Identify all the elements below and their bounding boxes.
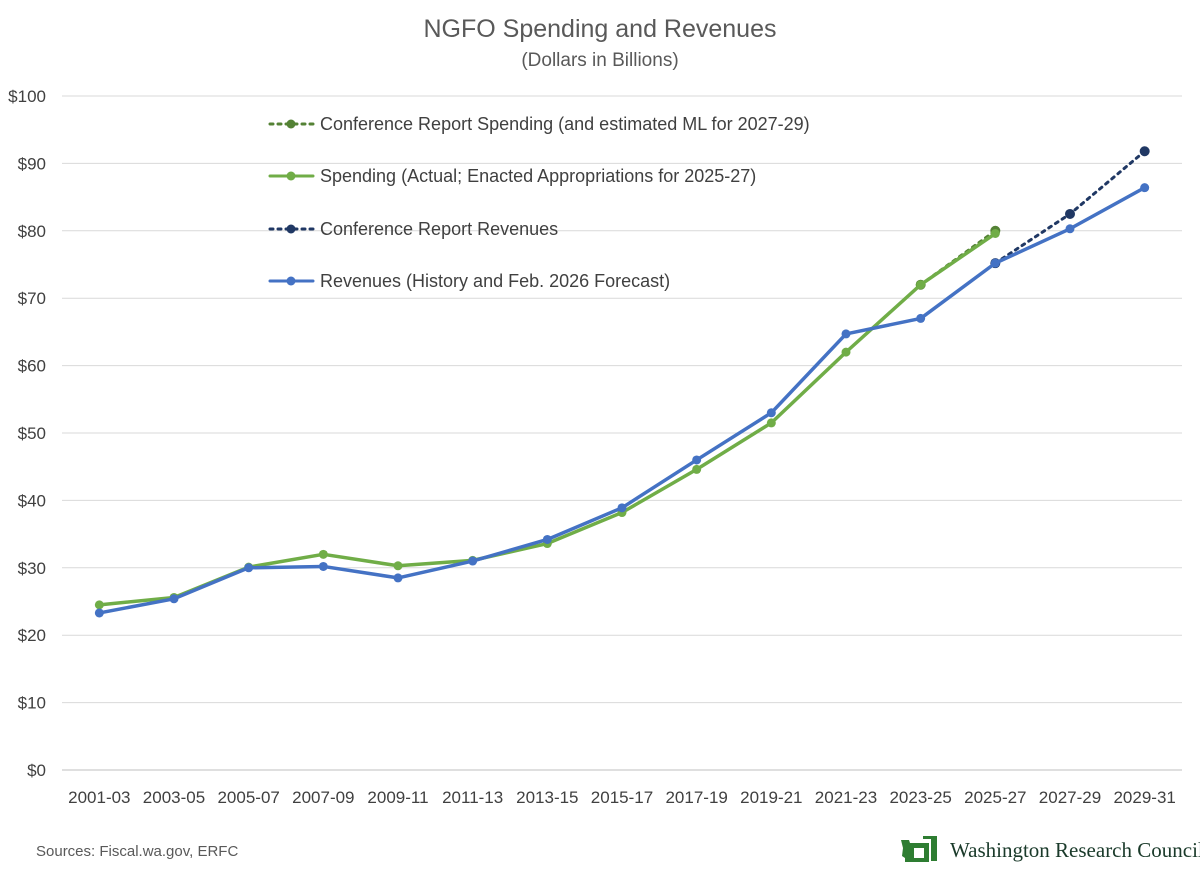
legend-item: Revenues (History and Feb. 2026 Forecast… xyxy=(268,271,670,291)
x-tick-label: 2017-19 xyxy=(665,788,727,807)
data-point xyxy=(617,503,627,513)
data-point xyxy=(318,561,328,571)
washington-state-logo-icon xyxy=(901,836,937,862)
series-2 xyxy=(990,146,1150,269)
data-point xyxy=(1139,146,1150,157)
data-point xyxy=(916,280,926,290)
data-point xyxy=(766,418,776,428)
y-tick-label: $90 xyxy=(18,154,46,173)
data-point xyxy=(990,228,1000,238)
legend-item: Conference Report Spending (and estimate… xyxy=(268,114,810,134)
legend-label: Spending (Actual; Enacted Appropriations… xyxy=(320,166,756,186)
data-point xyxy=(766,408,776,418)
x-tick-label: 2003-05 xyxy=(143,788,205,807)
data-point xyxy=(916,313,926,323)
data-point xyxy=(244,563,254,573)
data-point xyxy=(318,549,328,559)
data-point xyxy=(542,534,552,544)
x-tick-label: 2009-11 xyxy=(367,788,428,807)
x-tick-label: 2001-03 xyxy=(68,788,130,807)
x-tick-label: 2029-31 xyxy=(1113,788,1175,807)
chart-title: NGFO Spending and Revenues xyxy=(424,15,777,43)
logo-text: Washington Research Council xyxy=(950,837,1200,862)
legend-swatch-marker xyxy=(286,119,296,129)
y-tick-label: $100 xyxy=(8,87,46,106)
x-tick-label: 2013-15 xyxy=(516,788,578,807)
data-point xyxy=(94,608,104,618)
y-tick-label: $70 xyxy=(18,289,46,308)
data-point xyxy=(393,561,403,571)
x-tick-label: 2025-27 xyxy=(964,788,1026,807)
x-tick-label: 2015-17 xyxy=(591,788,653,807)
y-tick-label: $0 xyxy=(27,761,46,780)
x-axis: 2001-03 2003-05 2005-07 2007-09 2009-11 2011-… xyxy=(68,788,1176,807)
legend-label: Conference Report Revenues xyxy=(320,219,558,239)
data-point xyxy=(1140,183,1150,193)
y-tick-label: $20 xyxy=(18,626,46,645)
x-tick-label: 2023-25 xyxy=(889,788,951,807)
data-point xyxy=(1065,208,1075,219)
data-point xyxy=(94,600,104,610)
chart: NGFO Spending and Revenues (Dollars in B… xyxy=(8,15,1182,807)
x-tick-label: 2027-29 xyxy=(1039,788,1101,807)
source-note: Sources: Fiscal.wa.gov, ERFC xyxy=(36,843,239,860)
logo: Washington Research Council xyxy=(900,833,1200,867)
data-point xyxy=(169,594,179,604)
data-point xyxy=(841,329,851,339)
x-tick-label: 2019-21 xyxy=(740,788,802,807)
y-tick-label: $60 xyxy=(18,357,46,376)
series-line xyxy=(97,185,1147,615)
legend-label: Revenues (History and Feb. 2026 Forecast… xyxy=(320,271,670,291)
plot-area xyxy=(94,146,1150,618)
data-point xyxy=(990,258,1000,268)
chart-subtitle: (Dollars in Billions) xyxy=(521,50,678,71)
y-tick-label: $50 xyxy=(18,424,46,443)
data-point xyxy=(692,464,702,474)
y-tick-label: $80 xyxy=(18,222,46,241)
data-point xyxy=(1065,224,1075,234)
legend-swatch-marker xyxy=(286,171,296,181)
legend-swatch-marker xyxy=(286,224,296,234)
y-tick-label: $30 xyxy=(18,559,46,578)
x-tick-label: 2005-07 xyxy=(217,788,279,807)
x-tick-label: 2021-23 xyxy=(815,788,877,807)
legend: Conference Report Spending (and estimate… xyxy=(268,114,810,291)
legend-label: Conference Report Spending (and estimate… xyxy=(320,114,810,134)
y-tick-label: $40 xyxy=(18,491,46,510)
series-3 xyxy=(94,183,1150,618)
data-point xyxy=(692,455,702,465)
y-tick-label: $10 xyxy=(18,694,46,713)
gridlines xyxy=(62,95,1182,771)
y-axis: $0 $10 $20 $30 $40 $50 $60 $70 $80 $90 $100 xyxy=(8,87,46,780)
data-point xyxy=(468,556,478,566)
legend-swatch-marker xyxy=(286,276,296,286)
legend-item: Spending (Actual; Enacted Appropriations… xyxy=(268,166,756,186)
series-line xyxy=(993,149,1147,265)
x-tick-label: 2007-09 xyxy=(292,788,354,807)
x-tick-label: 2011-13 xyxy=(442,788,503,807)
data-point xyxy=(393,573,403,583)
data-point xyxy=(841,347,851,357)
legend-item: Conference Report Revenues xyxy=(268,219,558,239)
